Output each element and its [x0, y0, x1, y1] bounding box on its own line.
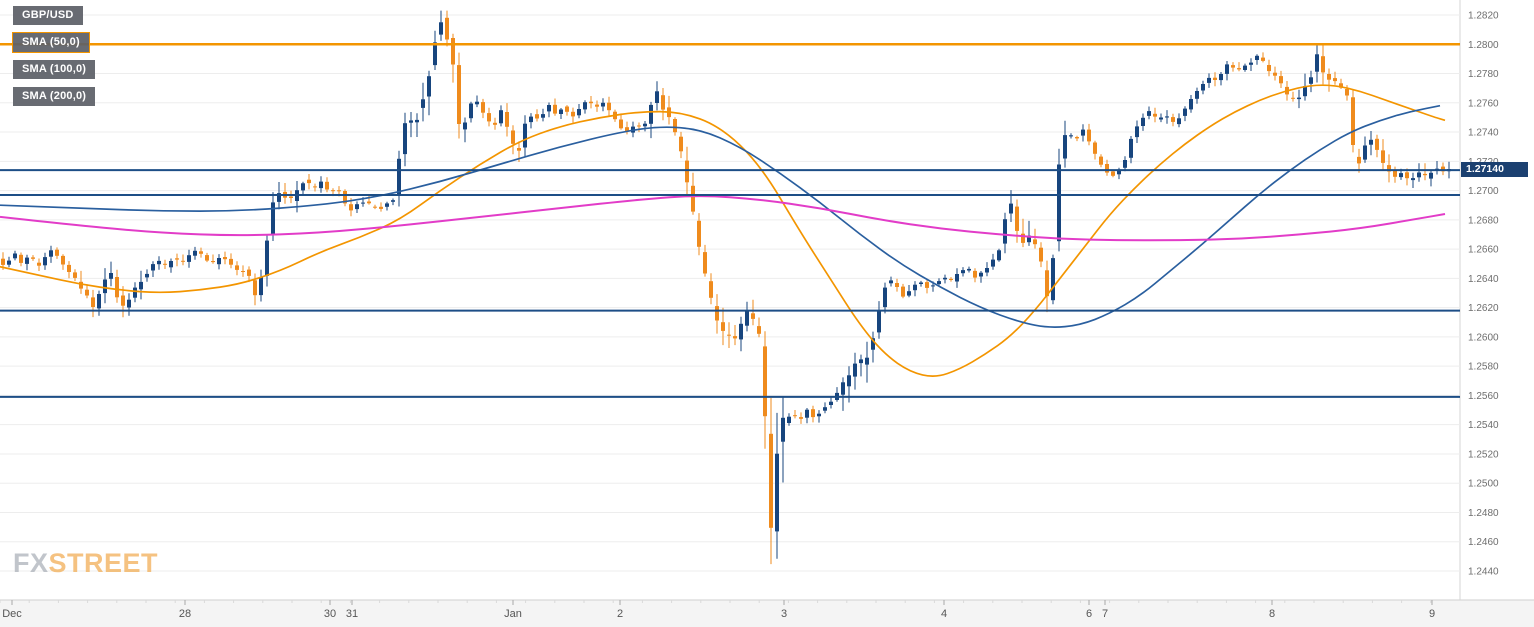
- svg-text:6: 6: [1086, 608, 1092, 620]
- fxstreet-logo-street: STREET: [48, 548, 159, 578]
- svg-text:2: 2: [617, 608, 623, 620]
- svg-text:1.2820: 1.2820: [1468, 11, 1499, 22]
- svg-text:3: 3: [781, 608, 787, 620]
- svg-text:1.2480: 1.2480: [1468, 508, 1499, 519]
- svg-text:1.2800: 1.2800: [1468, 40, 1499, 51]
- x-axis-labels: Dec 28 30 31 Jan 2 3 4 6 7 8 9: [0, 600, 1435, 620]
- svg-text:1.2760: 1.2760: [1468, 98, 1499, 109]
- svg-text:1.2500: 1.2500: [1468, 479, 1499, 490]
- legend-pair-gbpusd[interactable]: GBP/USD: [13, 6, 83, 25]
- svg-text:1.2520: 1.2520: [1468, 449, 1499, 460]
- grid-layer: [0, 14, 1460, 572]
- svg-text:1.2580: 1.2580: [1468, 362, 1499, 373]
- svg-text:1.2600: 1.2600: [1468, 332, 1499, 343]
- last-price-badge: 1.27140: [1461, 162, 1528, 177]
- svg-text:9: 9: [1429, 608, 1435, 620]
- svg-text:1.2440: 1.2440: [1468, 567, 1499, 578]
- svg-text:Dec: Dec: [2, 608, 22, 620]
- svg-text:1.2680: 1.2680: [1468, 215, 1499, 226]
- svg-text:1.2540: 1.2540: [1468, 420, 1499, 431]
- candles-layer: [1, 10, 1451, 565]
- fxstreet-logo-fx: FX: [13, 548, 49, 578]
- svg-text:8: 8: [1269, 608, 1275, 620]
- levels-layer: [0, 43, 1460, 398]
- sma-line-100: [0, 104, 1441, 328]
- svg-text:28: 28: [179, 608, 191, 620]
- svg-text:Jan: Jan: [504, 608, 522, 620]
- svg-text:1.2460: 1.2460: [1468, 537, 1499, 548]
- legend-sma-100[interactable]: SMA (100,0): [13, 60, 96, 79]
- svg-text:30: 30: [324, 608, 336, 620]
- svg-text:31: 31: [346, 608, 358, 620]
- sma-line-200: [0, 195, 1446, 242]
- svg-text:1.2780: 1.2780: [1468, 69, 1499, 80]
- svg-text:1.2660: 1.2660: [1468, 245, 1499, 256]
- svg-text:1.2740: 1.2740: [1468, 128, 1499, 139]
- svg-text:4: 4: [941, 608, 947, 620]
- svg-text:1.2700: 1.2700: [1468, 186, 1499, 197]
- svg-text:7: 7: [1102, 608, 1108, 620]
- indicator-legend: GBP/USD SMA (50,0) SMA (100,0) SMA (200,…: [12, 6, 96, 106]
- svg-text:1.2640: 1.2640: [1468, 274, 1499, 285]
- svg-text:1.2560: 1.2560: [1468, 391, 1499, 402]
- fxstreet-logo: FXSTREET: [13, 548, 158, 579]
- legend-sma-200[interactable]: SMA (200,0): [13, 87, 96, 106]
- legend-sma-50[interactable]: SMA (50,0): [12, 32, 90, 53]
- y-axis-labels: 1.2440 1.2460 1.2480 1.2500 1.2520 1.2540 1.25…: [1468, 11, 1499, 578]
- sma-line-50: [0, 84, 1446, 377]
- svg-text:1.2620: 1.2620: [1468, 303, 1499, 314]
